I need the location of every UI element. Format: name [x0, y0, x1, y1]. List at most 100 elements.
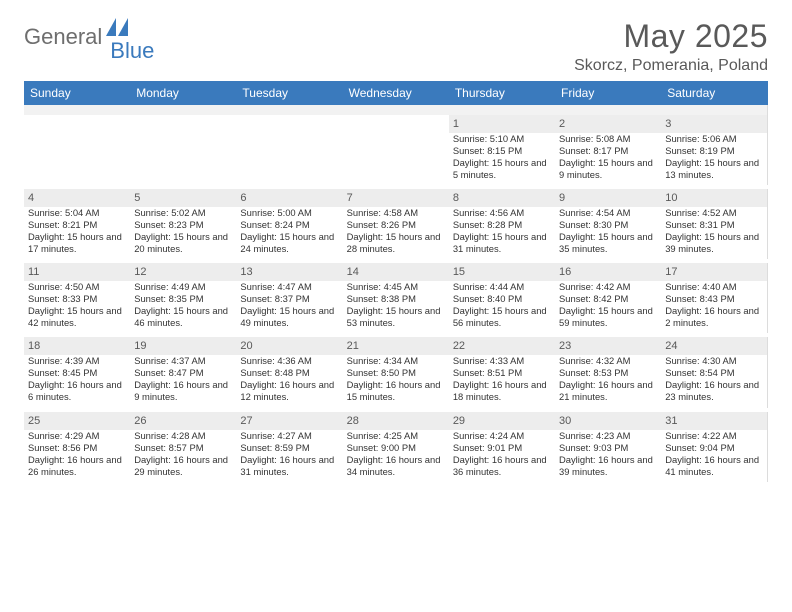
- sunset-line: Sunset: 8:19 PM: [665, 145, 763, 157]
- week-content-row: Sunrise: 5:10 AMSunset: 8:15 PMDaylight:…: [24, 133, 768, 185]
- daylight-line: Daylight: 15 hours and 39 minutes.: [665, 231, 763, 255]
- dow-friday: Friday: [555, 81, 661, 105]
- day-number-cell: 5: [130, 189, 236, 207]
- daylight-line: Daylight: 16 hours and 34 minutes.: [347, 454, 445, 478]
- week-content-row: Sunrise: 5:04 AMSunset: 8:21 PM Daylight:…: [24, 207, 768, 259]
- dow-wednesday: Wednesday: [343, 81, 449, 105]
- day-cell: Sunrise: 4:25 AMSunset: 9:00 PMDaylight:…: [343, 430, 449, 482]
- sunrise-line: Sunrise: 5:00 AM: [240, 207, 338, 219]
- day-cell: Sunrise: 4:37 AMSunset: 8:47 PMDaylight:…: [130, 355, 236, 407]
- day-number-cell: 23: [555, 337, 661, 355]
- day-number-cell: 12: [130, 263, 236, 281]
- dow-monday: Monday: [130, 81, 236, 105]
- day-cell: [130, 133, 236, 185]
- daylight-line: Daylight: 16 hours and 39 minutes.: [559, 454, 657, 478]
- day-number-cell: 31: [661, 412, 767, 430]
- daylight-line: Daylight: 16 hours and 6 minutes.: [28, 379, 126, 403]
- day-number-cell: 4: [24, 189, 130, 207]
- sunrise-line: Sunrise: 4:39 AM: [28, 355, 126, 367]
- day-cell: Sunrise: 4:30 AMSunset: 8:54 PMDaylight:…: [661, 355, 767, 407]
- day-cell: Sunrise: 4:22 AMSunset: 9:04 PMDaylight:…: [661, 430, 767, 482]
- daylight-line: Daylight: 15 hours and 49 minutes.: [240, 305, 338, 329]
- daylight-line: Daylight: 15 hours and 20 minutes.: [134, 231, 232, 255]
- page-header: General Blue May 2025 Skorcz, Pomerania,…: [24, 18, 768, 75]
- daylight-line: Daylight: 16 hours and 31 minutes.: [240, 454, 338, 478]
- title-block: May 2025 Skorcz, Pomerania, Poland: [574, 18, 768, 75]
- day-number-cell: 1: [449, 115, 555, 133]
- sunset-line: Sunset: 8:31 PM: [665, 219, 763, 231]
- day-number-cell: 17: [661, 263, 767, 281]
- sunset-line: Sunset: 9:00 PM: [347, 442, 445, 454]
- day-number-cell: 28: [343, 412, 449, 430]
- sunrise-line: Sunrise: 4:52 AM: [665, 207, 763, 219]
- day-cell: Sunrise: 4:28 AMSunset: 8:57 PMDaylight:…: [130, 430, 236, 482]
- daylight-line: Daylight: 16 hours and 15 minutes.: [347, 379, 445, 403]
- sunrise-line: Sunrise: 4:36 AM: [240, 355, 338, 367]
- day-cell: Sunrise: 5:02 AMSunset: 8:23 PMDaylight:…: [130, 207, 236, 259]
- day-number-cell: 22: [449, 337, 555, 355]
- sunrise-line: Sunrise: 4:45 AM: [347, 281, 445, 293]
- header-separator-row: [24, 105, 768, 115]
- daylight-line: Daylight: 15 hours and 46 minutes.: [134, 305, 232, 329]
- day-cell: Sunrise: 4:42 AMSunset: 8:42 PMDaylight:…: [555, 281, 661, 333]
- sunset-line: Sunset: 8:43 PM: [665, 293, 763, 305]
- sunrise-line: Sunrise: 4:25 AM: [347, 430, 445, 442]
- daylight-line: Daylight: 15 hours and 56 minutes.: [453, 305, 551, 329]
- day-cell: Sunrise: 4:49 AMSunset: 8:35 PMDaylight:…: [130, 281, 236, 333]
- daylight-line: Daylight: 16 hours and 9 minutes.: [134, 379, 232, 403]
- day-number-row: 25262728293031: [24, 412, 768, 430]
- brand-text-blue: Blue: [110, 38, 154, 64]
- sunset-line: Sunset: 8:35 PM: [134, 293, 232, 305]
- daylight-line: Daylight: 16 hours and 26 minutes.: [28, 454, 126, 478]
- sunset-line: Sunset: 8:40 PM: [453, 293, 551, 305]
- day-number-cell: 21: [343, 337, 449, 355]
- sunset-line: Sunset: 8:56 PM: [28, 442, 126, 454]
- sunrise-line: Sunrise: 4:42 AM: [559, 281, 657, 293]
- day-cell: Sunrise: 4:27 AMSunset: 8:59 PMDaylight:…: [236, 430, 342, 482]
- sunset-line: Sunset: 8:30 PM: [559, 219, 657, 231]
- daylight-line: Daylight: 16 hours and 21 minutes.: [559, 379, 657, 403]
- sunrise-line: Sunrise: 4:40 AM: [665, 281, 763, 293]
- sunset-line: Sunset: 8:28 PM: [453, 219, 551, 231]
- sunrise-line: Sunrise: 4:44 AM: [453, 281, 551, 293]
- daylight-line: Daylight: 15 hours and 5 minutes.: [453, 157, 551, 181]
- daylight-line: Daylight: 15 hours and 59 minutes.: [559, 305, 657, 329]
- sunset-line: Sunset: 8:53 PM: [559, 367, 657, 379]
- day-number-cell: 6: [236, 189, 342, 207]
- sunrise-line: Sunrise: 5:08 AM: [559, 133, 657, 145]
- day-number-cell: 8: [449, 189, 555, 207]
- day-number-cell: 19: [130, 337, 236, 355]
- day-cell: Sunrise: 4:54 AMSunset: 8:30 PMDaylight:…: [555, 207, 661, 259]
- daylight-line: Daylight: 15 hours and 9 minutes.: [559, 157, 657, 181]
- sunset-line: Sunset: 8:15 PM: [453, 145, 551, 157]
- dow-sunday: Sunday: [24, 81, 130, 105]
- day-number-cell: 26: [130, 412, 236, 430]
- daylight-line: Daylight: 16 hours and 18 minutes.: [453, 379, 551, 403]
- day-cell: Sunrise: 4:44 AMSunset: 8:40 PMDaylight:…: [449, 281, 555, 333]
- sunset-line: Sunset: 9:04 PM: [665, 442, 763, 454]
- day-number-cell: 9: [555, 189, 661, 207]
- day-cell: Sunrise: 4:58 AMSunset: 8:26 PMDaylight:…: [343, 207, 449, 259]
- sunset-line: Sunset: 8:24 PM: [240, 219, 338, 231]
- daylight-line: Daylight: 15 hours and 28 minutes.: [347, 231, 445, 255]
- sunrise-line: Sunrise: 5:06 AM: [665, 133, 763, 145]
- day-number-cell: [24, 115, 130, 133]
- sunset-line: Sunset: 8:37 PM: [240, 293, 338, 305]
- day-cell: Sunrise: 4:34 AMSunset: 8:50 PMDaylight:…: [343, 355, 449, 407]
- day-number-cell: 2: [555, 115, 661, 133]
- sunrise-line: Sunrise: 4:34 AM: [347, 355, 445, 367]
- sunset-line: Sunset: 8:57 PM: [134, 442, 232, 454]
- daylight-line: Daylight: 16 hours and 41 minutes.: [665, 454, 763, 478]
- sunrise-line: Sunrise: 5:04 AM: [28, 207, 126, 219]
- daylight-line: Daylight: 15 hours and 24 minutes.: [240, 231, 338, 255]
- calendar-body: 123Sunrise: 5:10 AMSunset: 8:15 PMDaylig…: [24, 105, 768, 482]
- day-cell: Sunrise: 4:33 AMSunset: 8:51 PMDaylight:…: [449, 355, 555, 407]
- sunrise-line: Sunrise: 4:22 AM: [665, 430, 763, 442]
- day-cell: Sunrise: 4:50 AMSunset: 8:33 PMDaylight:…: [24, 281, 130, 333]
- sunset-line: Sunset: 8:45 PM: [28, 367, 126, 379]
- day-number-cell: 3: [661, 115, 767, 133]
- calendar-table: Sunday Monday Tuesday Wednesday Thursday…: [24, 81, 768, 482]
- daylight-line: Daylight: 16 hours and 36 minutes.: [453, 454, 551, 478]
- sunset-line: Sunset: 8:21 PM: [28, 219, 126, 231]
- day-number-cell: 24: [661, 337, 767, 355]
